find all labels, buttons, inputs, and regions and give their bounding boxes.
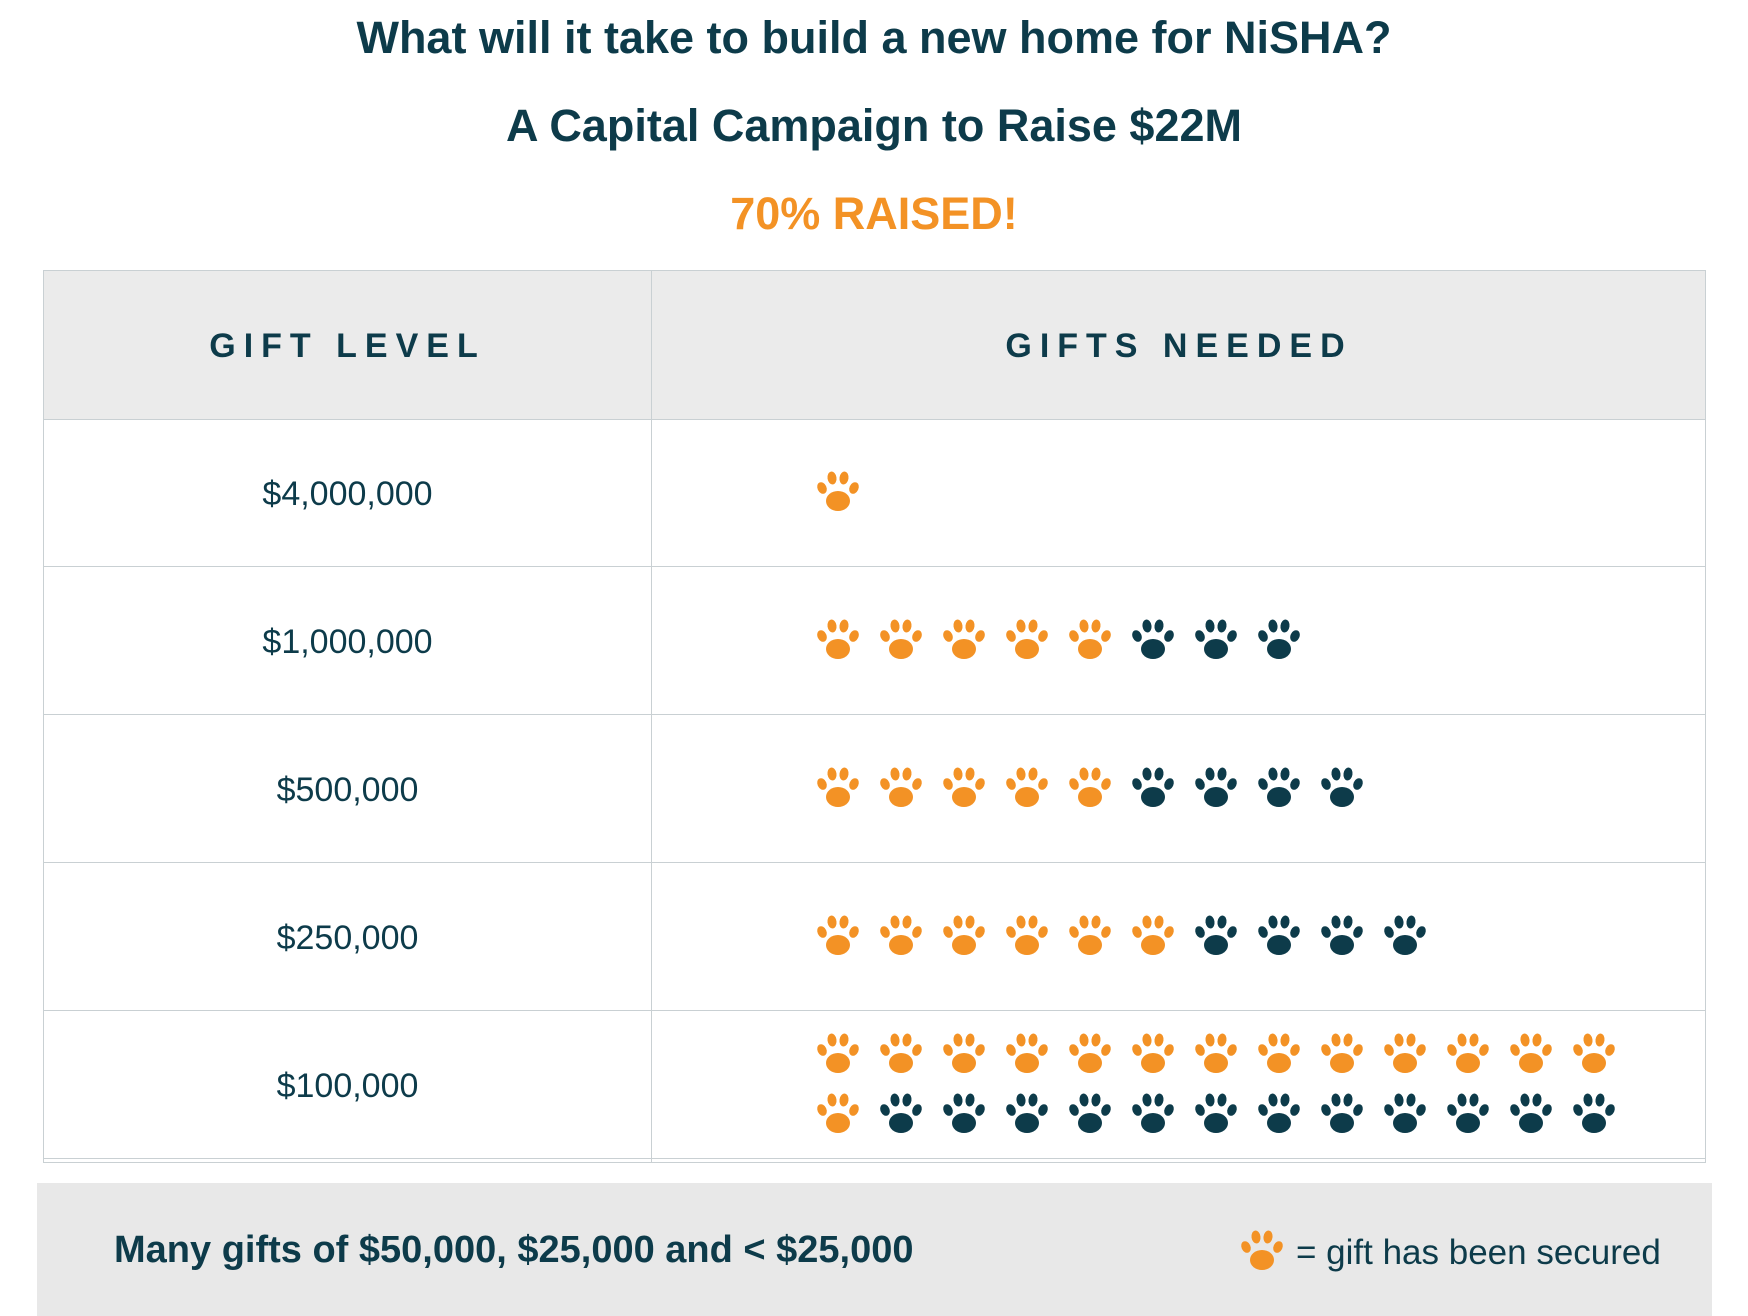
needed-gift-paw-icon <box>1191 762 1241 817</box>
table-row: $250,000 <box>44 863 1705 1011</box>
secured-gift-paw-icon <box>813 614 863 669</box>
needed-gift-paw-icon <box>1380 1088 1430 1143</box>
secured-gift-paw-icon <box>1506 1028 1556 1083</box>
secured-gift-paw-icon <box>1569 1028 1619 1083</box>
needed-gift-paw-icon <box>1065 1088 1115 1143</box>
secured-gift-paw-icon <box>1065 1028 1115 1083</box>
table-header: GIFT LEVEL GIFTS NEEDED <box>44 271 1705 420</box>
secured-gift-paw-icon <box>1065 614 1115 669</box>
table-row: $4,000,000 <box>44 419 1705 567</box>
secured-gift-paw-icon <box>876 614 926 669</box>
table-row: $100,000 <box>44 1011 1705 1159</box>
gifts-needed-cell <box>44 567 1705 714</box>
column-header-gift-level: GIFT LEVEL <box>209 327 486 365</box>
gift-level-amount: $500,000 <box>276 771 419 809</box>
secured-gift-paw-icon <box>876 910 926 965</box>
needed-gift-paw-icon <box>1191 614 1241 669</box>
footer-bar: Many gifts of $50,000, $25,000 and < $25… <box>37 1183 1712 1316</box>
campaign-subtitle: A Capital Campaign to Raise $22M <box>505 100 1243 151</box>
secured-gift-paw-icon <box>1065 762 1115 817</box>
secured-gift-paw-icon <box>1002 614 1052 669</box>
needed-gift-paw-icon <box>1191 910 1241 965</box>
gift-level-amount: $4,000,000 <box>262 475 433 513</box>
column-divider <box>651 271 652 1162</box>
legend-label: = gift has been secured <box>1296 1233 1661 1272</box>
needed-gift-paw-icon <box>1317 1088 1367 1143</box>
secured-gift-paw-icon <box>939 614 989 669</box>
needed-gift-paw-icon <box>1254 1088 1304 1143</box>
gifts-needed-cell <box>44 715 1705 862</box>
gift-level-amount: $1,000,000 <box>262 623 433 661</box>
needed-gift-paw-icon <box>1380 910 1430 965</box>
secured-gift-paw-icon <box>1002 1028 1052 1083</box>
needed-gift-paw-icon <box>1254 762 1304 817</box>
secured-gift-paw-icon <box>876 762 926 817</box>
needed-gift-paw-icon <box>1128 762 1178 817</box>
footer-note: Many gifts of $50,000, $25,000 and < $25… <box>114 1229 914 1271</box>
needed-gift-paw-icon <box>876 1088 926 1143</box>
secured-gift-paw-icon <box>1128 1028 1178 1083</box>
needed-gift-paw-icon <box>1569 1088 1619 1143</box>
needed-gift-paw-icon <box>939 1088 989 1143</box>
secured-gift-paw-icon <box>813 762 863 817</box>
column-header-gifts-needed: GIFTS NEEDED <box>1005 327 1353 365</box>
page-title: What will it take to build a new home fo… <box>356 12 1392 63</box>
secured-gift-paw-icon <box>1191 1028 1241 1083</box>
secured-gift-paw-icon <box>813 910 863 965</box>
secured-gift-paw-icon <box>939 762 989 817</box>
needed-gift-paw-icon <box>1128 614 1178 669</box>
secured-gift-paw-icon <box>1380 1028 1430 1083</box>
needed-gift-paw-icon <box>1254 614 1304 669</box>
gifts-needed-cell <box>44 863 1705 1010</box>
secured-gift-paw-icon <box>1065 910 1115 965</box>
secured-gift-paw-icon <box>939 1028 989 1083</box>
secured-gift-paw-icon <box>813 1088 863 1143</box>
gifts-needed-cell <box>44 1011 1705 1158</box>
needed-gift-paw-icon <box>1317 762 1367 817</box>
gift-level-amount: $100,000 <box>276 1067 419 1105</box>
table-row: $500,000 <box>44 715 1705 863</box>
gift-level-amount: $250,000 <box>276 919 419 957</box>
needed-gift-paw-icon <box>1128 1088 1178 1143</box>
secured-gift-paw-icon <box>939 910 989 965</box>
secured-gift-paw-icon <box>813 466 863 521</box>
progress-text: 70% RAISED! <box>730 188 1018 239</box>
gift-table: GIFT LEVEL GIFTS NEEDED $4,000,000 $1,00… <box>43 270 1706 1163</box>
needed-gift-paw-icon <box>1443 1088 1493 1143</box>
secured-gift-paw-icon <box>1443 1028 1493 1083</box>
needed-gift-paw-icon <box>1317 910 1367 965</box>
needed-gift-paw-icon <box>1506 1088 1556 1143</box>
secured-gift-paw-icon <box>1317 1028 1367 1083</box>
secured-gift-paw-icon <box>813 1028 863 1083</box>
gifts-needed-cell <box>44 419 1705 566</box>
secured-gift-paw-icon <box>1254 1028 1304 1083</box>
needed-gift-paw-icon <box>1254 910 1304 965</box>
needed-gift-paw-icon <box>1191 1088 1241 1143</box>
needed-gift-paw-icon <box>1002 1088 1052 1143</box>
table-row: $1,000,000 <box>44 567 1705 715</box>
secured-gift-paw-icon <box>1002 910 1052 965</box>
secured-gift-paw-icon <box>876 1028 926 1083</box>
secured-gift-paw-icon <box>1128 910 1178 965</box>
secured-gift-paw-icon <box>1002 762 1052 817</box>
